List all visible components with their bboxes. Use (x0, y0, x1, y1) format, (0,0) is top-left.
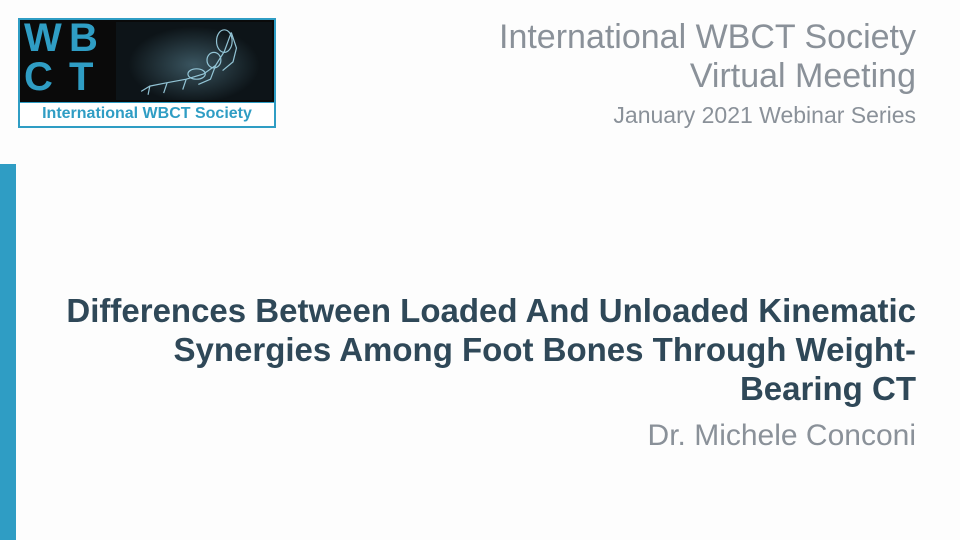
logo-letter: C (24, 61, 69, 100)
header-event: Virtual Meeting (499, 57, 916, 96)
society-logo: W B C T International WBCT Society (18, 18, 276, 128)
logo-top: W B C T (20, 20, 274, 102)
header-block: International WBCT Society Virtual Meeti… (499, 18, 916, 129)
foot-xray-icon (116, 22, 272, 100)
talk-title: Differences Between Loaded And Unloaded … (60, 292, 916, 409)
header-series: January 2021 Webinar Series (499, 102, 916, 129)
accent-bar (0, 164, 16, 540)
logo-letter: T (69, 61, 114, 100)
header-org: International WBCT Society (499, 18, 916, 57)
title-block: Differences Between Loaded And Unloaded … (60, 292, 916, 453)
speaker-name: Dr. Michele Conconi (60, 419, 916, 453)
logo-caption: International WBCT Society (20, 102, 274, 126)
logo-letters: W B C T (20, 20, 116, 102)
